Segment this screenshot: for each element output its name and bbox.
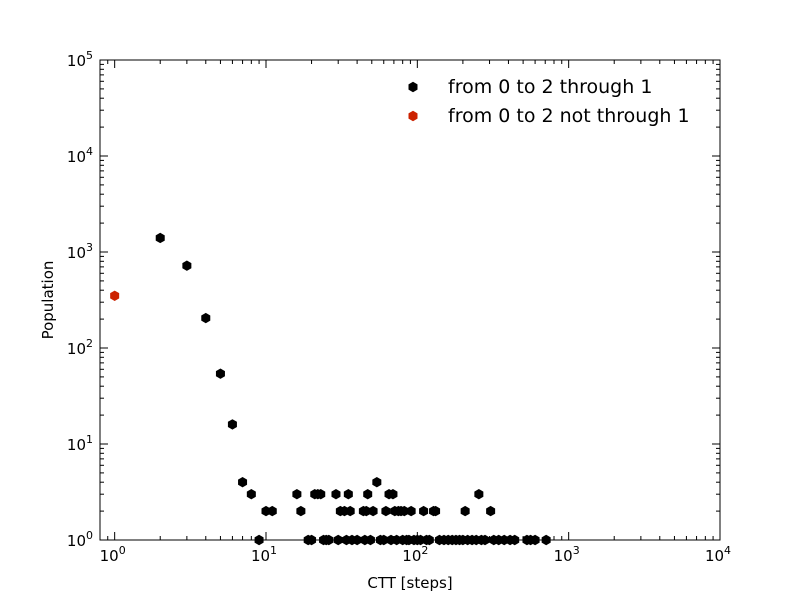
x-tick-exponent: 1	[270, 544, 277, 557]
data-point-s0-5	[238, 477, 248, 488]
data-point-s0-70	[474, 489, 484, 500]
y-tick-base: 10	[67, 244, 86, 262]
y-tick-base: 10	[67, 436, 86, 454]
data-point-s0-26	[345, 505, 355, 517]
data-point-s0-31	[361, 505, 371, 517]
data-point-s0-58	[431, 505, 441, 517]
data-point-s0-25	[343, 489, 353, 500]
data-point-s0-2	[201, 312, 211, 324]
x-tick-label: 104	[705, 544, 731, 565]
legend-entry-not-through-1: from 0 to 2 not through 1	[408, 105, 690, 127]
plot-frame	[99, 59, 721, 541]
y-tick-base: 10	[67, 52, 86, 70]
data-point-s0-3	[215, 368, 225, 379]
data-point-s0-41	[388, 489, 398, 500]
y-axis-label: Population	[39, 261, 57, 340]
y-tick-label: 103	[67, 241, 93, 262]
data-point-s0-66	[460, 505, 470, 517]
y-tick-label: 101	[67, 433, 93, 454]
data-point-s0-0	[155, 232, 165, 244]
data-point-s0-38	[381, 505, 391, 517]
x-axis-ticks: 100 101 102 103 104	[99, 60, 731, 565]
x-tick-exponent: 3	[573, 544, 580, 557]
y-tick-label: 100	[67, 529, 93, 550]
x-tick-label: 102	[402, 544, 428, 565]
legend-label-not-through-1: from 0 to 2 not through 1	[448, 105, 690, 127]
y-tick-label: 102	[67, 337, 93, 358]
legend-marker-red	[408, 110, 418, 122]
data-point-s0-54	[419, 505, 429, 517]
x-tick-exponent: 2	[421, 544, 428, 557]
y-tick-exponent: 3	[86, 241, 93, 254]
y-tick-exponent: 2	[86, 337, 93, 350]
data-point-s0-35	[372, 477, 382, 488]
x-tick-label: 103	[554, 544, 580, 565]
y-tick-exponent: 4	[86, 145, 93, 158]
data-points	[110, 232, 551, 546]
data-point-s0-47	[399, 505, 409, 517]
x-tick-label: 101	[251, 544, 277, 565]
x-tick-exponent: 0	[119, 544, 126, 557]
y-tick-exponent: 1	[86, 433, 93, 446]
legend: from 0 to 2 through 1 from 0 to 2 not th…	[408, 76, 690, 127]
y-tick-base: 10	[67, 532, 86, 550]
y-tick-exponent: 5	[86, 49, 93, 62]
y-tick-label: 104	[67, 145, 93, 166]
data-point-s0-16	[316, 489, 326, 500]
x-tick-exponent: 4	[724, 544, 731, 557]
y-tick-label: 105	[67, 49, 93, 70]
data-point-s0-10	[292, 489, 302, 500]
y-tick-exponent: 0	[86, 529, 93, 542]
data-point-s0-73	[486, 505, 496, 517]
data-point-s0-11	[296, 505, 306, 517]
data-point-s0-4	[227, 419, 237, 430]
legend-label-through-1: from 0 to 2 through 1	[448, 76, 652, 98]
legend-marker-black	[408, 81, 418, 93]
data-point-s1-0	[110, 290, 120, 301]
y-tick-base: 10	[67, 148, 86, 166]
data-point-s0-20	[331, 489, 341, 500]
x-tick-label: 100	[100, 544, 126, 565]
x-axis-label: CTT [steps]	[367, 574, 452, 592]
data-point-s0-34	[368, 505, 378, 517]
data-point-s0-6	[246, 489, 256, 500]
y-tick-base: 10	[67, 340, 86, 358]
data-point-s0-50	[406, 505, 416, 517]
legend-entry-through-1: from 0 to 2 through 1	[408, 76, 652, 98]
data-point-s0-9	[267, 505, 277, 517]
data-point-s0-32	[363, 489, 373, 500]
data-point-s0-1	[182, 260, 192, 271]
